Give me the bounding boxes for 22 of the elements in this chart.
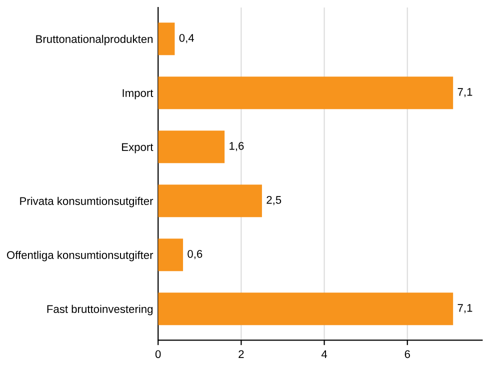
- data-label: 2,5: [266, 196, 282, 206]
- y-tick-label: Fast bruttoinvestering: [47, 304, 153, 316]
- x-tick-label: 4: [321, 350, 328, 358]
- x-tick-label: 6: [404, 350, 410, 358]
- x-tick-label: 2: [238, 350, 244, 358]
- bar: [158, 292, 454, 326]
- bar: [158, 130, 225, 164]
- x-tick-label: 0: [155, 350, 161, 358]
- y-tick-label: Offentliga konsumtionsutgifter: [6, 250, 154, 262]
- data-label: 7,1: [458, 304, 472, 314]
- data-label: 0,6: [188, 250, 202, 260]
- data-label: 1,6: [230, 142, 244, 152]
- bar: [158, 184, 262, 218]
- data-label: 7,1: [458, 88, 472, 98]
- y-tick-label: Import: [122, 89, 154, 100]
- bar: [158, 76, 454, 110]
- y-tick-label: Privata konsumtionsutgifter: [20, 196, 154, 208]
- bar: [158, 22, 175, 56]
- y-tick-label: Export: [122, 143, 154, 154]
- bar: [158, 238, 184, 272]
- y-tick-label: Bruttonationalprodukten: [36, 34, 153, 46]
- data-label: 0,4: [179, 34, 194, 44]
